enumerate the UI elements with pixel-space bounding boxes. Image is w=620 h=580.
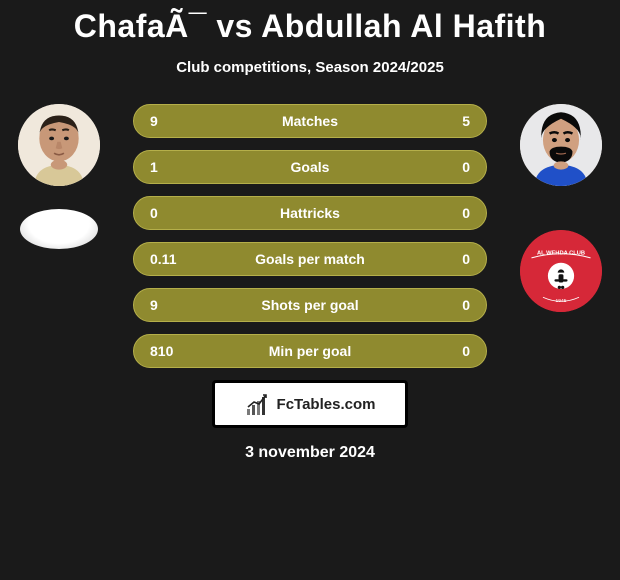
svg-text:1945: 1945 <box>556 298 567 304</box>
club-right-logo: AL WEHDA CLUB 1945 <box>520 230 602 312</box>
club-left-logo <box>20 209 98 249</box>
stat-row: 0.11 Goals per match 0 <box>133 242 487 276</box>
source-badge[interactable]: FcTables.com <box>212 380 408 428</box>
page-title: ChafaÃ¯ vs Abdullah Al Hafith <box>0 8 620 45</box>
stat-left-value: 810 <box>150 343 173 359</box>
stat-right-value: 0 <box>462 251 470 267</box>
stat-left-value: 0.11 <box>150 251 176 267</box>
stat-right-value: 0 <box>462 205 470 221</box>
stat-left-value: 9 <box>150 297 158 313</box>
stat-left-value: 0 <box>150 205 158 221</box>
stat-row: 9 Matches 5 <box>133 104 487 138</box>
stat-label: Hattricks <box>134 205 486 221</box>
stat-right-value: 0 <box>462 343 470 359</box>
stats-list: 9 Matches 5 1 Goals 0 0 Hattricks 0 0.11… <box>133 104 487 368</box>
subtitle: Club competitions, Season 2024/2025 <box>0 59 620 76</box>
stat-row: 810 Min per goal 0 <box>133 334 487 368</box>
comparison-card: ChafaÃ¯ vs Abdullah Al Hafith Club compe… <box>0 0 620 462</box>
stat-right-value: 0 <box>462 159 470 175</box>
fctables-logo-icon <box>245 391 271 417</box>
stat-label: Matches <box>134 113 486 129</box>
svg-text:AL WEHDA CLUB: AL WEHDA CLUB <box>537 251 585 257</box>
stat-label: Goals <box>134 159 486 175</box>
stat-row: 1 Goals 0 <box>133 150 487 184</box>
stat-label: Goals per match <box>134 251 486 267</box>
stat-label: Shots per goal <box>134 297 486 313</box>
player-left-avatar-icon <box>18 104 100 186</box>
content-area: AL WEHDA CLUB 1945 9 Matches 5 1 Goals <box>0 104 620 462</box>
stat-left-value: 9 <box>150 113 158 129</box>
stat-row: 0 Hattricks 0 <box>133 196 487 230</box>
source-badge-label: FcTables.com <box>277 396 376 413</box>
stat-label: Min per goal <box>134 343 486 359</box>
stat-left-value: 1 <box>150 159 158 175</box>
club-right-logo-icon: AL WEHDA CLUB 1945 <box>520 230 602 312</box>
player-right-avatar-icon <box>520 104 602 186</box>
stat-right-value: 5 <box>462 113 470 129</box>
player-right-avatar <box>520 104 602 186</box>
date-label: 3 november 2024 <box>0 444 620 462</box>
player-left-avatar <box>18 104 100 186</box>
stat-row: 9 Shots per goal 0 <box>133 288 487 322</box>
stat-right-value: 0 <box>462 297 470 313</box>
